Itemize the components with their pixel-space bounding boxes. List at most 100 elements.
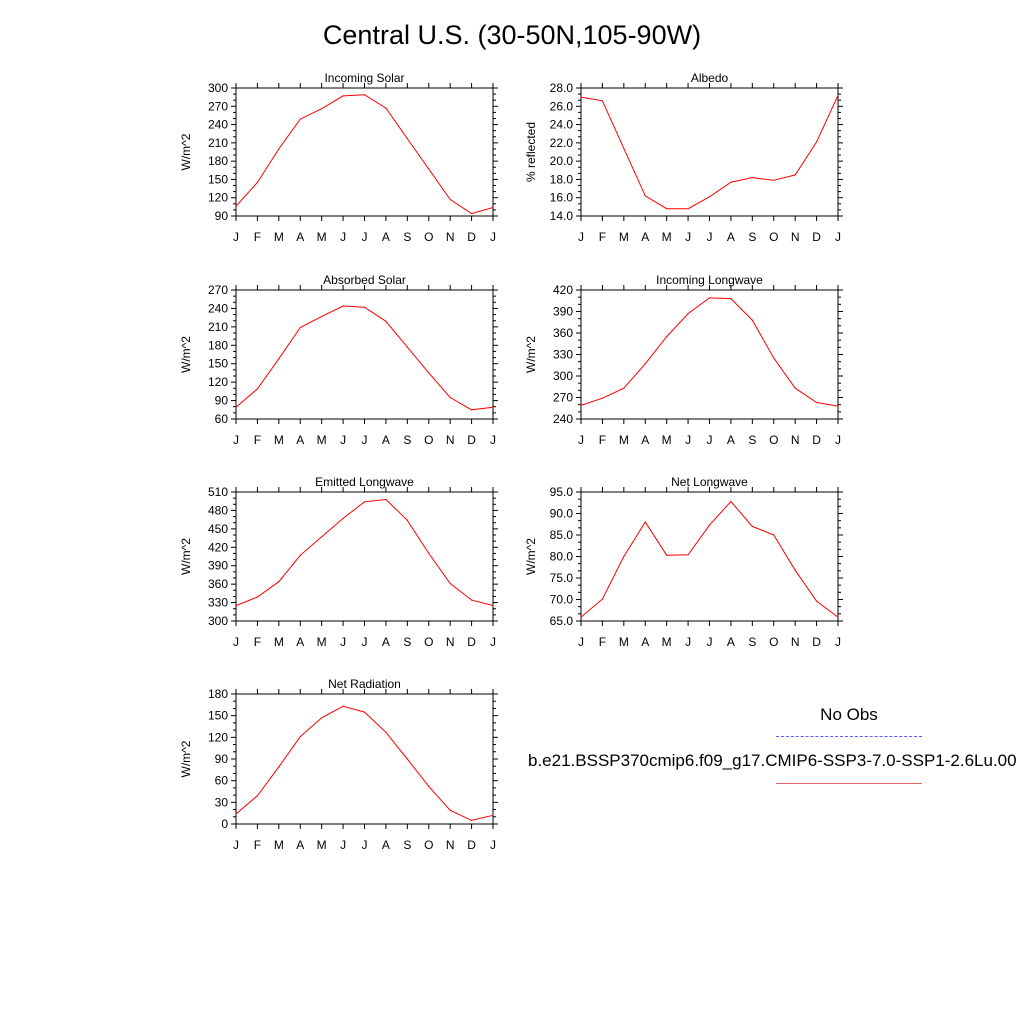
data-point xyxy=(751,319,753,321)
chart-title: Emitted Longwave xyxy=(315,475,414,489)
x-tick-label: D xyxy=(812,433,821,447)
data-point xyxy=(751,177,753,179)
y-tick-label: 210 xyxy=(208,136,228,150)
y-axis-label: W/m^2 xyxy=(179,336,193,373)
y-tick-label: 390 xyxy=(208,559,228,573)
data-point xyxy=(299,118,301,120)
y-tick-label: 24.0 xyxy=(550,118,574,132)
x-tick-label: M xyxy=(662,433,672,447)
plot-frame xyxy=(580,491,839,622)
y-tick-label: 150 xyxy=(208,172,228,186)
data-point xyxy=(406,758,408,760)
chart-title: Absorbed Solar xyxy=(323,273,406,287)
y-tick-label: 120 xyxy=(208,191,228,205)
y-tick-label: 180 xyxy=(208,154,228,168)
x-tick-label: N xyxy=(446,230,455,244)
data-point xyxy=(794,569,796,571)
x-tick-label: M xyxy=(317,230,327,244)
y-tick-label: 300 xyxy=(208,81,228,95)
y-tick-label: 180 xyxy=(208,338,228,352)
x-tick-label: J xyxy=(340,635,346,649)
y-tick-label: 28.0 xyxy=(550,81,574,95)
y-tick-label: 16.0 xyxy=(550,191,574,205)
x-tick-label: O xyxy=(769,433,778,447)
x-tick-label: J xyxy=(490,433,496,447)
data-point xyxy=(406,519,408,521)
data-point xyxy=(321,108,323,110)
x-tick-label: J xyxy=(490,635,496,649)
x-tick-label: M xyxy=(274,635,284,649)
x-tick-label: A xyxy=(641,433,649,447)
x-tick-label: S xyxy=(403,433,411,447)
x-tick-label: A xyxy=(382,635,390,649)
x-tick-label: S xyxy=(403,838,411,852)
x-tick-label: J xyxy=(362,433,368,447)
data-point xyxy=(235,605,237,607)
x-tick-label: A xyxy=(641,230,649,244)
series-line xyxy=(235,305,494,411)
y-tick-label: 80.0 xyxy=(550,550,574,564)
data-point xyxy=(666,554,668,556)
y-tick-label: 20.0 xyxy=(550,154,574,168)
legend-no-obs-label: No Obs xyxy=(820,705,878,724)
y-axis-label: W/m^2 xyxy=(179,538,193,575)
data-point xyxy=(580,404,582,406)
data-point xyxy=(385,731,387,733)
series-line xyxy=(235,705,494,821)
y-tick-label: 240 xyxy=(208,118,228,132)
y-tick-label: 270 xyxy=(208,99,228,113)
x-tick-label: O xyxy=(424,838,433,852)
legend-model-label: b.e21.BSSP370cmip6.f09_g17.CMIP6-SSP3-7.… xyxy=(528,751,1017,770)
data-point xyxy=(363,501,366,503)
chart-panel: Net Longwave W/m^2 65.0 70.0 75.0 80.0 85.0 90.… xyxy=(524,475,843,649)
data-point xyxy=(449,582,451,585)
y-tick-label: 420 xyxy=(208,540,228,554)
data-point xyxy=(428,552,430,555)
y-tick-label: 300 xyxy=(553,369,573,383)
y-tick-label: 270 xyxy=(208,283,228,297)
x-tick-label: F xyxy=(599,230,606,244)
x-tick-label: J xyxy=(578,433,584,447)
series-line xyxy=(580,297,839,407)
x-tick-label: M xyxy=(619,635,629,649)
x-tick-label: N xyxy=(446,433,455,447)
data-point xyxy=(363,306,366,308)
x-tick-label: N xyxy=(791,230,800,244)
y-tick-label: 270 xyxy=(553,391,573,405)
data-point xyxy=(794,174,796,176)
x-tick-label: A xyxy=(296,635,304,649)
data-point xyxy=(623,555,625,558)
x-tick-label: A xyxy=(727,230,735,244)
chart-panel: Absorbed Solar W/m^2 60 90 120 150 180 210 240 27… xyxy=(179,273,498,447)
chart-panel: Incoming Solar W/m^2 90 120 150 180 210 240 270 3… xyxy=(179,71,498,244)
y-tick-label: 360 xyxy=(208,577,228,591)
data-point xyxy=(601,598,604,600)
x-tick-label: N xyxy=(446,838,455,852)
data-point xyxy=(342,517,344,520)
data-point xyxy=(342,95,344,97)
chart-title: Incoming Longwave xyxy=(656,273,763,287)
x-tick-label: O xyxy=(769,635,778,649)
data-point xyxy=(708,297,711,299)
x-tick-label: A xyxy=(641,635,649,649)
data-point xyxy=(837,405,839,407)
x-tick-label: J xyxy=(233,433,239,447)
data-point xyxy=(794,387,796,389)
x-tick-label: M xyxy=(662,635,672,649)
y-tick-label: 95.0 xyxy=(550,485,574,499)
x-tick-label: J xyxy=(707,433,713,447)
data-point xyxy=(299,326,301,329)
chart-panel: Emitted Longwave W/m^2 300 330 360 390 420 450 4… xyxy=(179,475,498,649)
data-point xyxy=(687,208,689,210)
x-tick-label: J xyxy=(707,635,713,649)
y-tick-label: 90 xyxy=(215,209,229,223)
x-tick-label: J xyxy=(835,635,841,649)
x-tick-label: F xyxy=(599,433,606,447)
x-tick-label: M xyxy=(317,635,327,649)
data-point xyxy=(256,795,259,797)
y-tick-label: 450 xyxy=(208,522,228,536)
y-tick-label: 390 xyxy=(553,305,573,319)
data-point xyxy=(580,616,582,618)
data-point xyxy=(837,616,839,618)
x-tick-label: F xyxy=(254,433,261,447)
